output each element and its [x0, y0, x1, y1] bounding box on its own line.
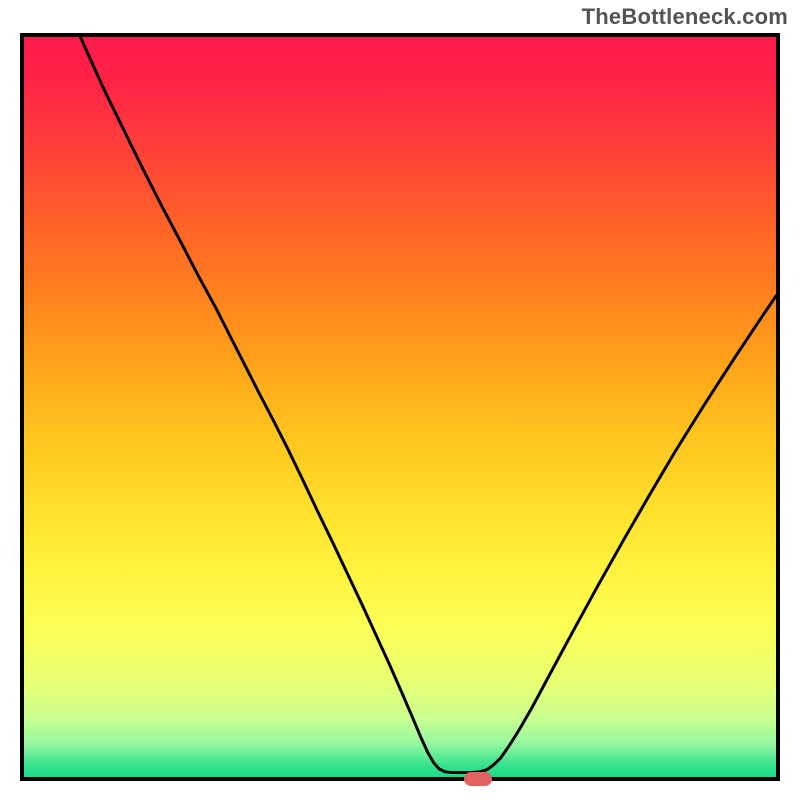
bottleneck-curve [24, 37, 776, 777]
watermark-text: TheBottleneck.com [582, 4, 788, 30]
curve-path [80, 37, 776, 773]
chart-frame [20, 33, 780, 781]
optimal-point-marker [464, 772, 492, 786]
